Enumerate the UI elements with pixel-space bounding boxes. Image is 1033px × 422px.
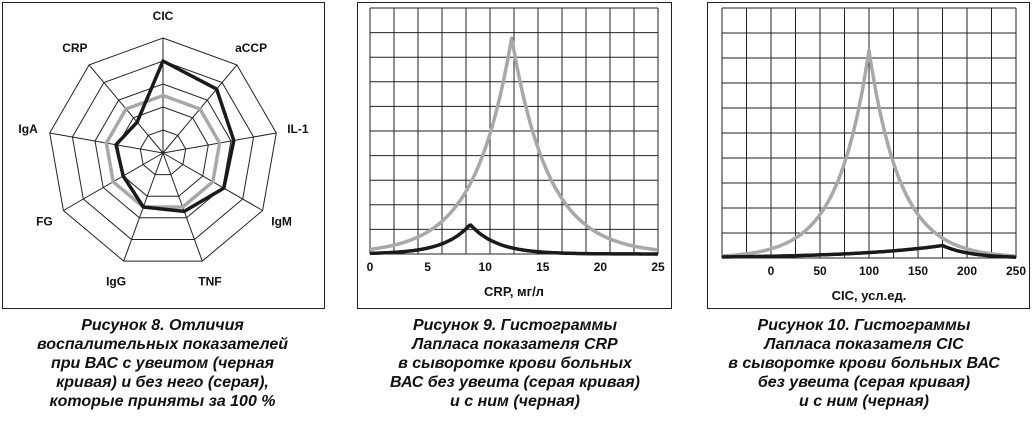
caption-line: Рисунок 9. Гистограммы bbox=[412, 317, 618, 334]
series-line-gray bbox=[369, 36, 659, 252]
caption-line: воспалительных показателей bbox=[36, 336, 289, 353]
radar-axis-label: IgG bbox=[106, 275, 126, 289]
caption-line: Рисунок 10. Гистограммы bbox=[757, 317, 971, 334]
x-axis-label: CIC, усл.ед. bbox=[832, 288, 907, 303]
x-tick-label: 50 bbox=[813, 264, 827, 278]
figure-9-caption: Рисунок 9. Гистограммы Лапласа показател… bbox=[350, 316, 680, 411]
radar-grid-ring bbox=[94, 83, 232, 219]
x-tick-label: 10 bbox=[479, 260, 493, 274]
caption-line: в сыворотке крови больных bbox=[398, 355, 632, 372]
radar-grid-ring bbox=[71, 60, 255, 240]
x-tick-label: 25 bbox=[651, 260, 665, 274]
figure-8-frame: CIC aCCP IL-1 IgM TNF IgG FG IgA CRP bbox=[2, 2, 325, 309]
radar-axis-label: CIC bbox=[153, 9, 174, 23]
caption-line: которые приняты за 100 % bbox=[49, 393, 276, 410]
caption-line: в сыворотке крови больных ВАС bbox=[728, 355, 1000, 372]
radar-chart: CIC aCCP IL-1 IgM TNF IgG FG IgA CRP bbox=[18, 9, 309, 289]
caption-line: Лапласа показателя CRP bbox=[412, 336, 618, 353]
caption-line: и с ним (черная) bbox=[450, 393, 580, 410]
radar-series-black bbox=[114, 59, 236, 214]
figure-10-frame: 0 50 100 150 200 250 CIC, усл.ед. bbox=[707, 2, 1030, 309]
x-tick-label: 0 bbox=[768, 264, 775, 278]
radar-axis-label: TNF bbox=[198, 275, 221, 289]
caption-line: ВАС без увеита (серая кривая) bbox=[390, 374, 640, 391]
x-axis-label: CRP, мг/л bbox=[484, 284, 544, 299]
caption-line: при ВАС с увеитом (черная bbox=[50, 355, 275, 372]
radar-axis-label: aCCP bbox=[235, 41, 267, 55]
x-tick-label: 0 bbox=[367, 260, 374, 274]
cic-line-chart: 0 50 100 150 200 250 CIC, усл.ед. bbox=[721, 7, 1026, 303]
caption-line: Лапласа показателя CIC bbox=[764, 336, 964, 353]
x-tick-label: 250 bbox=[1006, 264, 1026, 278]
figure-9-frame: 0 5 10 15 20 25 CRP, мг/л bbox=[357, 2, 672, 309]
radar-grid-ring bbox=[139, 129, 187, 176]
x-tick-label: 5 bbox=[424, 260, 431, 274]
figure-8-caption: Рисунок 8. Отличия воспалительных показа… bbox=[0, 316, 325, 411]
radar-series-gray bbox=[104, 93, 222, 209]
radar-axis-label: CRP bbox=[62, 41, 87, 55]
series-line-black bbox=[721, 243, 1017, 259]
x-tick-label: 20 bbox=[594, 260, 608, 274]
caption-line: без увеита (серая кривая) bbox=[757, 374, 971, 391]
radar-grid-ring bbox=[117, 106, 209, 197]
caption-line: кривая) и без него (серая), bbox=[56, 374, 269, 391]
x-tick-label: 100 bbox=[859, 264, 879, 278]
crp-line-chart: 0 5 10 15 20 25 CRP, мг/л bbox=[367, 7, 665, 299]
radar-axis-label: IL-1 bbox=[287, 122, 309, 136]
figure-10-caption: Рисунок 10. Гистограммы Лапласа показате… bbox=[695, 316, 1033, 411]
radar-axis-label: IgA bbox=[18, 122, 38, 136]
series-line-black bbox=[369, 223, 659, 256]
series-line-gray bbox=[721, 48, 1017, 258]
caption-line: Рисунок 8. Отличия bbox=[81, 317, 244, 334]
x-tick-label: 150 bbox=[908, 264, 928, 278]
x-tick-label: 15 bbox=[536, 260, 550, 274]
radar-grid-ring bbox=[49, 37, 277, 262]
x-tick-label: 200 bbox=[957, 264, 977, 278]
radar-axis-label: FG bbox=[36, 215, 53, 229]
caption-line: и с ним (черная) bbox=[799, 393, 929, 410]
radar-axis-label: IgM bbox=[271, 215, 292, 229]
